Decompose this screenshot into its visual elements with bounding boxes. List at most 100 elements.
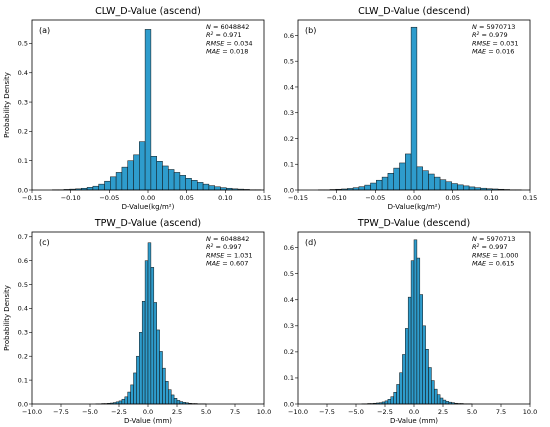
y-tick-label: 0.2 (18, 353, 28, 361)
histogram-bar (405, 328, 409, 405)
stat-line: N = 5970713 (472, 235, 515, 243)
histogram-bar (419, 294, 423, 405)
histogram-bar (439, 397, 444, 405)
histogram-bar (425, 349, 429, 405)
panel-3: −10.0 −7.5 −5.0 −2.5 0.0 2.5 5.0 7.5 10.0 0.0 0.1 0… (3, 218, 271, 425)
histogram-bar (399, 372, 403, 405)
histogram-bar (173, 172, 181, 191)
histogram-bar (127, 160, 134, 191)
stat-line: N = 5970713 (472, 23, 515, 31)
histogram-bar (150, 156, 157, 191)
histogram-bar (133, 372, 137, 405)
y-tick-label: 0.6 (284, 32, 294, 40)
y-tick-label: 0.3 (284, 109, 294, 117)
y-tick-label: 0.1 (284, 161, 294, 169)
x-tick-label: −5.0 (348, 408, 364, 416)
histogram-bar (110, 176, 117, 191)
histogram-bar (144, 29, 152, 191)
histogram-bar (376, 179, 383, 191)
y-tick-label: 0.0 (284, 186, 294, 194)
stat-line: RMSE = 1.031 (206, 251, 253, 259)
histogram-bar (422, 170, 429, 191)
x-axis-label: D-Value (mm) (124, 417, 172, 425)
histogram-bar (156, 329, 160, 405)
histogram-bar (370, 182, 377, 191)
y-tick-label: 0.3 (18, 98, 28, 106)
histogram-bar (139, 141, 146, 191)
histogram-bar (457, 184, 464, 191)
histogram-bar (434, 388, 438, 405)
y-tick-label: 0.4 (284, 296, 294, 304)
histogram-bar (413, 239, 418, 405)
x-tick-label: 7.5 (496, 408, 506, 416)
y-axis-label: Probability Density (3, 285, 11, 351)
y-tick-label: 0.2 (284, 135, 294, 143)
histogram-bar (139, 332, 143, 405)
histogram-bar (431, 380, 435, 405)
x-tick-label: 0.15 (523, 194, 537, 202)
y-tick-label: 0.0 (18, 186, 28, 194)
histogram-bar (179, 175, 186, 191)
stat-line: R2 = 0.997 (472, 243, 508, 252)
y-tick-label: 0.4 (18, 305, 28, 313)
histogram-bar (451, 183, 458, 191)
x-tick-label: 0.10 (484, 194, 498, 202)
stat-line: N = 6048842 (206, 23, 249, 31)
histogram-bar (387, 173, 394, 191)
y-tick-label: 0.3 (284, 322, 294, 330)
panel-letter: (c) (39, 238, 50, 247)
y-axis-label: Probability Density (3, 72, 11, 138)
histogram-bar (358, 186, 365, 191)
x-tick-label: 0.15 (257, 194, 271, 202)
histogram-bar (147, 242, 152, 405)
y-tick-label: 0.4 (18, 69, 28, 77)
x-tick-label: 7.5 (230, 408, 240, 416)
histogram-bar (133, 154, 140, 191)
histogram-bar (428, 173, 435, 191)
histogram-bar (92, 185, 99, 191)
histogram-bar (405, 153, 412, 191)
panel-title: CLW_D-Value (ascend) (95, 6, 201, 17)
histogram-bar (150, 267, 155, 405)
stat-line: MAE = 0.615 (472, 260, 514, 268)
histogram-bar (436, 394, 441, 405)
x-tick-label: −0.15 (22, 194, 42, 202)
histogram-bar (121, 166, 128, 191)
histogram-bar (127, 391, 131, 405)
histogram-bar (202, 183, 210, 191)
histogram-bar (141, 301, 146, 405)
y-tick-label: 0.5 (284, 270, 294, 278)
histogram-bar (442, 399, 447, 405)
panel-letter: (d) (305, 238, 316, 247)
histogram-bar (98, 183, 105, 191)
histogram-bar (399, 162, 406, 191)
histogram-bar (364, 184, 371, 191)
histogram-bar (439, 179, 447, 191)
x-tick-label: 5.0 (201, 408, 211, 416)
histogram-bar (208, 185, 215, 191)
stat-line: R2 = 0.971 (206, 31, 242, 40)
y-tick-label: 0.3 (18, 329, 28, 337)
histogram-bar (121, 398, 126, 405)
y-tick-label: 0.5 (18, 281, 28, 289)
y-tick-label: 0.5 (18, 40, 28, 48)
histogram-bar (387, 399, 392, 405)
y-tick-label: 0.6 (18, 257, 28, 265)
y-tick-label: 0.5 (284, 58, 294, 66)
y-tick-label: 0.1 (18, 376, 28, 384)
stat-line: R2 = 0.979 (472, 31, 508, 40)
y-tick-label: 0.7 (18, 233, 28, 241)
y-tick-label: 0.2 (18, 128, 28, 136)
stat-line: N = 6048842 (206, 235, 249, 243)
histogram-bar (410, 260, 415, 405)
histogram-bar (407, 296, 412, 405)
x-tick-label: 0.10 (218, 194, 232, 202)
x-tick-label: −7.5 (319, 408, 335, 416)
histogram-bar (170, 394, 175, 405)
stat-line: RMSE = 0.031 (472, 39, 519, 47)
histogram-bar (416, 257, 421, 405)
panel-title: CLW_D-Value (descend) (358, 6, 470, 17)
x-tick-label: −7.5 (53, 408, 69, 416)
y-tick-label: 0.1 (284, 374, 294, 382)
x-tick-label: −5.0 (82, 408, 98, 416)
